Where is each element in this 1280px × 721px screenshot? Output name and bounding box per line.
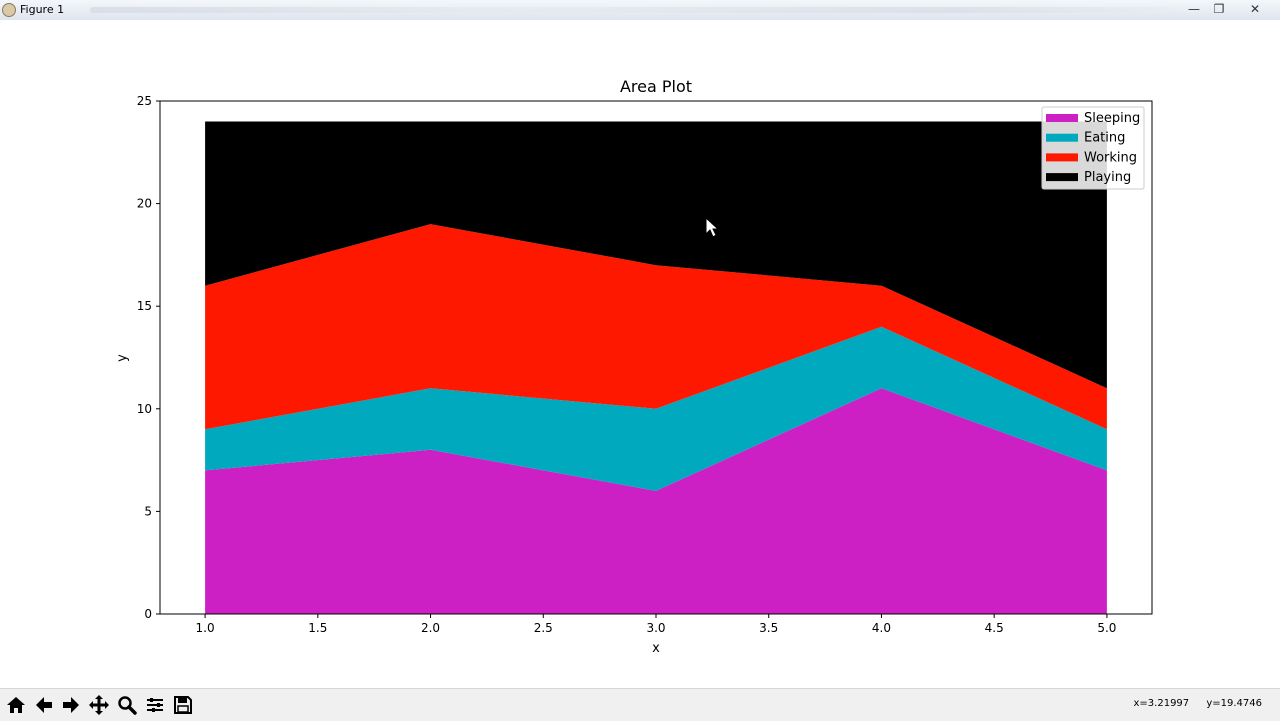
x-tick-label: 3.5: [759, 621, 778, 635]
x-tick-label: 5.0: [1097, 621, 1116, 635]
blurred-window-path: [90, 7, 1170, 13]
zoom-magnifier-icon[interactable]: [114, 692, 139, 717]
legend-box: [1041, 106, 1145, 190]
x-tick-label: 2.5: [534, 621, 553, 635]
y-tick-label: 20: [137, 197, 152, 211]
chart-title: Area Plot: [620, 77, 692, 96]
area-sleeping: [205, 388, 1107, 614]
area-playing: [205, 121, 1107, 389]
x-tick-label: 3.0: [646, 621, 665, 635]
legend-swatch-playing: [1046, 173, 1078, 182]
x-tick-label: 2.0: [421, 621, 440, 635]
save-floppy-icon[interactable]: [170, 692, 195, 717]
app-icon: [2, 3, 16, 17]
legend-swatch-working: [1046, 153, 1078, 162]
window-titlebar: Figure 1 — ❐ ✕: [0, 0, 1280, 21]
forward-arrow-icon[interactable]: [58, 692, 83, 717]
mouse-cursor-icon: [705, 216, 720, 238]
minimize-button[interactable]: —: [1188, 2, 1200, 16]
legend-swatch-eating: [1046, 133, 1078, 142]
coord-x-readout: x=3.21997: [1133, 698, 1190, 709]
legend-label-eating: Eating: [1084, 131, 1125, 146]
back-arrow-icon[interactable]: [31, 692, 56, 717]
navigation-toolbar: x=3.21997 y=19.4746: [0, 688, 1280, 721]
cursor-coordinates: x=3.21997 y=19.4746: [1120, 698, 1263, 709]
stacked-areas: [205, 121, 1107, 614]
window-title: Figure 1: [20, 3, 65, 16]
legend-label-playing: Playing: [1084, 170, 1131, 185]
y-tick-label: 10: [137, 402, 152, 416]
y-tick-label: 5: [144, 504, 152, 518]
close-button[interactable]: ✕: [1249, 2, 1261, 16]
y-axis-ticks: 0 5 10 15 20 25: [137, 94, 160, 621]
y-tick-label: 25: [137, 94, 152, 108]
home-icon[interactable]: [3, 692, 28, 717]
x-tick-label: 1.5: [308, 621, 327, 635]
pan-move-icon[interactable]: [86, 692, 111, 717]
x-axis-ticks: 1.0 1.5 2.0 2.5 3.0 3.5 4.0 4.5 5.0: [196, 614, 1116, 635]
x-tick-label: 1.0: [196, 621, 215, 635]
y-tick-label: 0: [144, 607, 152, 621]
area-working: [205, 224, 1107, 430]
x-tick-label: 4.5: [985, 621, 1004, 635]
y-tick-label: 15: [137, 299, 152, 313]
legend: Sleeping Eating Working Playing: [1041, 106, 1145, 190]
legend-label-sleeping: Sleeping: [1084, 111, 1140, 126]
area-plot-figure: 1.0 1.5 2.0 2.5 3.0 3.5 4.0 4.5 5.0 0 5 10 15 20 25 A…: [0, 20, 1280, 686]
legend-swatch-sleeping: [1046, 114, 1078, 122]
subplots-config-icon[interactable]: [142, 692, 167, 717]
legend-label-working: Working: [1084, 150, 1137, 165]
maximize-button[interactable]: ❐: [1213, 2, 1225, 16]
coord-y-readout: y=19.4746: [1206, 698, 1262, 709]
y-axis-label: y: [115, 354, 130, 362]
x-tick-label: 4.0: [872, 621, 891, 635]
x-axis-label: x: [652, 641, 660, 656]
